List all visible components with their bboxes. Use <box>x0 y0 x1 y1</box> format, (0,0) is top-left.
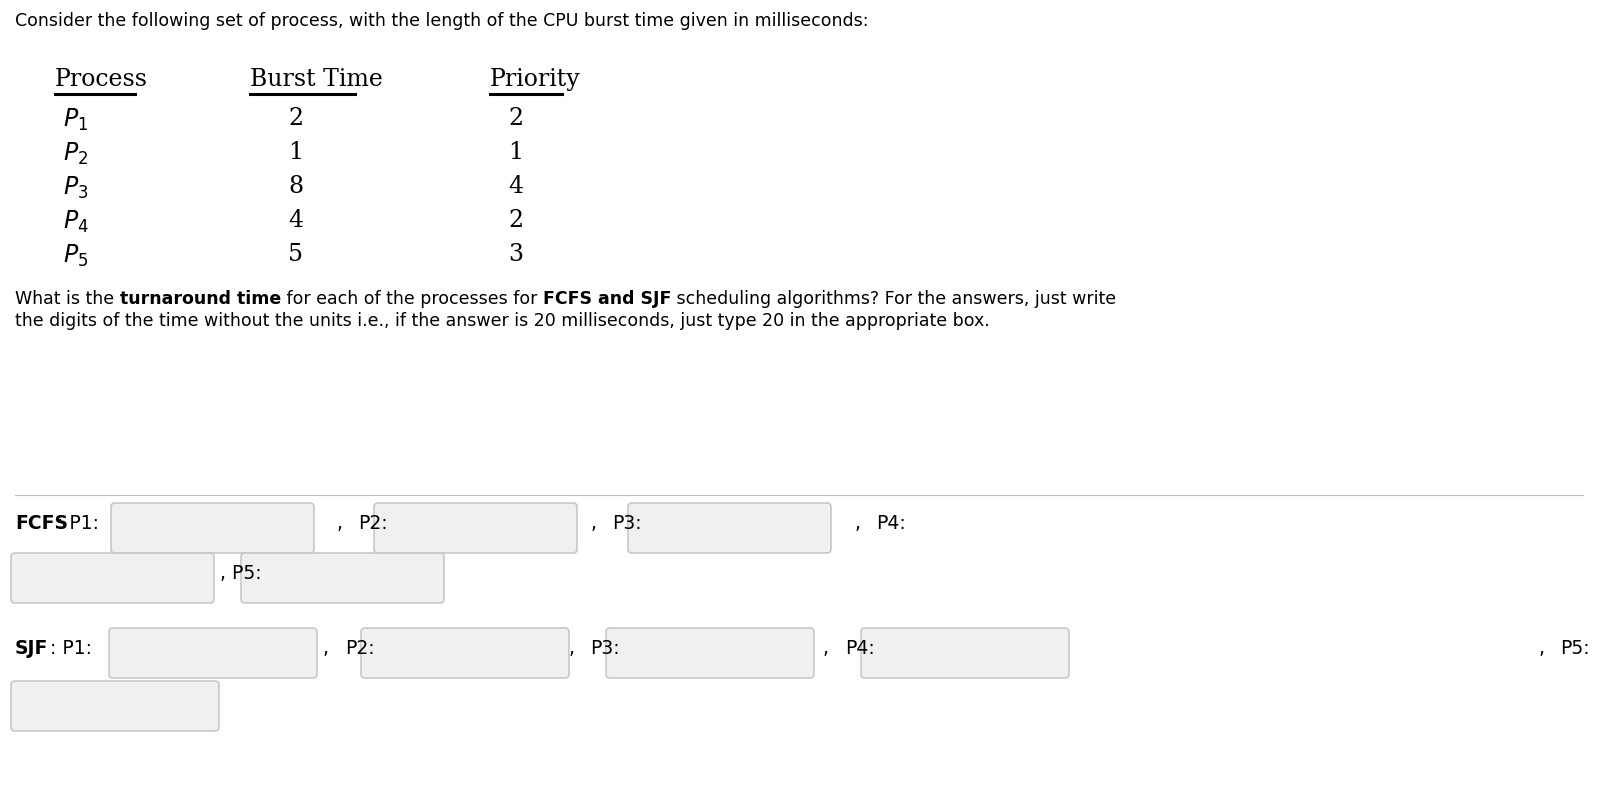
Text: 1: 1 <box>508 141 523 164</box>
Text: $P_1$: $P_1$ <box>62 107 88 133</box>
Text: : P1:: : P1: <box>50 639 93 658</box>
Text: ,: , <box>853 514 860 533</box>
Text: $P_3$: $P_3$ <box>62 175 88 201</box>
Text: 4: 4 <box>288 209 304 232</box>
Text: 2: 2 <box>508 107 523 130</box>
Text: P2:: P2: <box>358 514 388 533</box>
Text: scheduling algorithms? For the answers, just write: scheduling algorithms? For the answers, … <box>671 290 1117 308</box>
FancyBboxPatch shape <box>606 628 813 678</box>
Text: 2: 2 <box>288 107 304 130</box>
Text: ,: , <box>590 514 596 533</box>
Text: SJF: SJF <box>14 639 48 658</box>
FancyBboxPatch shape <box>861 628 1069 678</box>
Text: P3:: P3: <box>590 639 620 658</box>
Text: ,: , <box>336 514 342 533</box>
Text: 5: 5 <box>288 243 304 266</box>
Text: 8: 8 <box>288 175 304 198</box>
Text: What is the: What is the <box>14 290 120 308</box>
FancyBboxPatch shape <box>11 553 214 603</box>
Text: P5:: P5: <box>1560 639 1590 658</box>
FancyBboxPatch shape <box>628 503 831 553</box>
Text: FCFS: FCFS <box>14 514 69 533</box>
FancyBboxPatch shape <box>109 628 316 678</box>
Text: FCFS and SJF: FCFS and SJF <box>543 290 671 308</box>
Text: 4: 4 <box>508 175 523 198</box>
FancyBboxPatch shape <box>11 681 219 731</box>
Text: P2:: P2: <box>345 639 374 658</box>
Text: for each of the processes for: for each of the processes for <box>281 290 543 308</box>
Text: turnaround time: turnaround time <box>120 290 281 308</box>
Text: Priority: Priority <box>491 68 580 91</box>
Text: the digits of the time without the units i.e., if the answer is 20 milliseconds,: the digits of the time without the units… <box>14 312 989 330</box>
Text: , P5:: , P5: <box>221 564 262 583</box>
Text: 2: 2 <box>508 209 523 232</box>
Text: P3:: P3: <box>612 514 642 533</box>
Text: ,: , <box>1537 639 1544 658</box>
Text: Consider the following set of process, with the length of the CPU burst time giv: Consider the following set of process, w… <box>14 12 868 30</box>
Text: $P_4$: $P_4$ <box>62 209 89 235</box>
Text: : P1:: : P1: <box>58 514 99 533</box>
FancyBboxPatch shape <box>374 503 577 553</box>
Text: $P_5$: $P_5$ <box>62 243 88 269</box>
Text: P4:: P4: <box>845 639 874 658</box>
Text: ,: , <box>323 639 329 658</box>
Text: ,: , <box>823 639 829 658</box>
Text: ,: , <box>567 639 574 658</box>
Text: P4:: P4: <box>876 514 906 533</box>
Text: $P_2$: $P_2$ <box>62 141 88 167</box>
Text: 1: 1 <box>288 141 304 164</box>
FancyBboxPatch shape <box>241 553 444 603</box>
FancyBboxPatch shape <box>361 628 569 678</box>
Text: Process: Process <box>54 68 149 91</box>
Text: Burst Time: Burst Time <box>249 68 384 91</box>
FancyBboxPatch shape <box>110 503 313 553</box>
Text: 3: 3 <box>508 243 523 266</box>
